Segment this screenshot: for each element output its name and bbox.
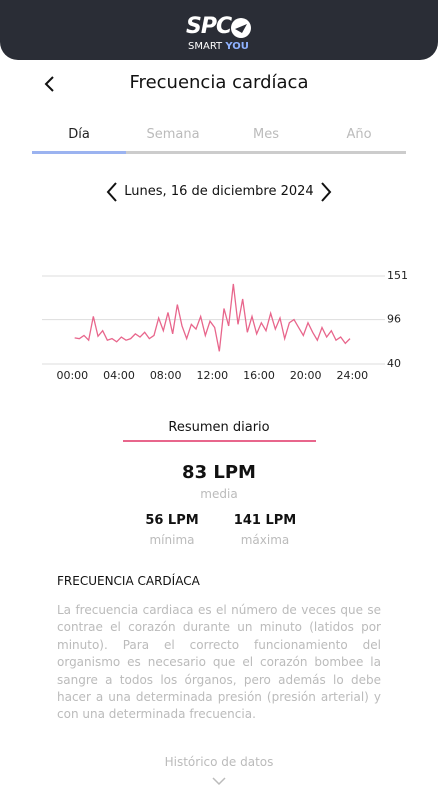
x-tick-label: 16:00 — [243, 369, 275, 382]
x-tick-label: 20:00 — [290, 369, 322, 382]
x-tick-label: 24:00 — [336, 369, 368, 382]
back-button[interactable] — [40, 74, 60, 94]
max-value: 141 LPM — [233, 513, 297, 528]
tab[interactable]: Año — [346, 127, 372, 142]
x-tick-label: 00:00 — [56, 369, 88, 382]
info-text: La frecuencia cardiaca es el número de v… — [57, 603, 381, 722]
summary-title: Resumen diario — [168, 420, 270, 435]
info-heading: FRECUENCIA CARDÍACA — [57, 574, 200, 588]
average-value: 83 LPM — [182, 462, 256, 483]
page-title: Frecuencia cardíaca — [129, 72, 309, 93]
x-tick-label: 12:00 — [196, 369, 228, 382]
header: SPC SMART YOU — [0, 0, 438, 60]
tab[interactable]: Día — [68, 127, 90, 142]
next-day[interactable] — [316, 181, 336, 203]
prev-day[interactable] — [103, 181, 123, 203]
x-tick-label: 08:00 — [150, 369, 182, 382]
logo-sub: SMART YOU — [188, 41, 249, 52]
logo: SPC — [186, 14, 232, 39]
history-link[interactable]: Histórico de datos — [164, 755, 274, 769]
average-label: media — [200, 487, 238, 501]
date: Lunes, 16 de diciembre 2024 — [124, 184, 314, 199]
min-label: mínima — [149, 533, 195, 547]
y-tick-label: 96 — [387, 313, 401, 326]
y-tick-label: 40 — [387, 357, 401, 370]
tab[interactable]: Mes — [253, 127, 279, 142]
logo-sub-2: YOU — [225, 41, 249, 52]
tab[interactable]: Semana — [146, 127, 200, 142]
tab-indicator — [32, 151, 406, 154]
heart-rate-line — [74, 283, 351, 352]
summary-underline — [123, 440, 316, 442]
y-tick-label: 151 — [387, 269, 408, 282]
chart: 40 96 151 00:00 04:00 08:00 12:00 16:00 20:00 24:… — [42, 269, 408, 382]
x-tick-label: 04:00 — [103, 369, 135, 382]
expand-icon[interactable] — [211, 776, 227, 786]
logo-icon — [231, 18, 251, 38]
min-value: 56 LPM — [145, 513, 199, 528]
logo-sub-1: SMART — [188, 41, 223, 52]
max-label: máxima — [240, 533, 290, 547]
